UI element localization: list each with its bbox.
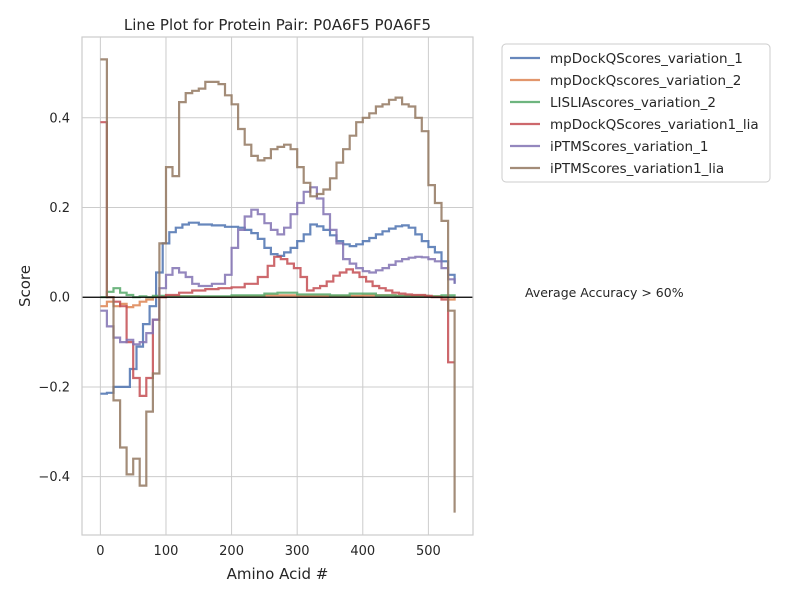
series-line-3 xyxy=(100,287,456,299)
legend-frame xyxy=(501,43,771,183)
y-axis-title: Score xyxy=(16,265,34,307)
legend-label: LISLIAscores_variation_2 xyxy=(550,95,716,111)
x-tick-label: 400 xyxy=(350,544,375,559)
tick-labels: 0 100 200 300 400 500 −0.4 −0.2 0.0 0.2 0.4 xyxy=(38,111,440,559)
y-tick-label: −0.2 xyxy=(38,380,70,395)
series-line-5 xyxy=(100,186,456,346)
legend-label: mpDockQScores_variation_1 xyxy=(550,51,743,67)
accuracy-annotation: Average Accuracy > 60% xyxy=(525,285,684,300)
series-line-1 xyxy=(100,221,456,395)
series-group xyxy=(100,58,456,513)
legend: mpDockQScores_variation_1 mpDockQscores_v… xyxy=(501,43,771,183)
y-tick-label: 0.0 xyxy=(49,291,70,306)
legend-label: iPTMScores_variation_1 xyxy=(550,139,708,155)
y-tick-label: −0.4 xyxy=(38,470,70,485)
legend-label: mpDockQscores_variation_2 xyxy=(550,73,741,89)
y-tick-label: 0.2 xyxy=(49,201,70,216)
y-tick-label: 0.4 xyxy=(49,111,70,126)
legend-label: iPTMScores_variation1_lia xyxy=(550,161,724,177)
x-tick-label: 100 xyxy=(154,544,179,559)
legend-label: mpDockQScores_variation1_lia xyxy=(550,117,759,133)
x-tick-label: 0 xyxy=(96,544,104,559)
x-tick-label: 500 xyxy=(416,544,441,559)
x-tick-label: 200 xyxy=(219,544,244,559)
x-tick-label: 300 xyxy=(285,544,310,559)
x-axis-title: Amino Acid # xyxy=(227,565,329,583)
series-line-6 xyxy=(100,58,456,513)
plot-area-frame xyxy=(81,36,474,536)
chart-title: Line Plot for Protein Pair: P0A6F5 P0A6F… xyxy=(124,16,431,34)
